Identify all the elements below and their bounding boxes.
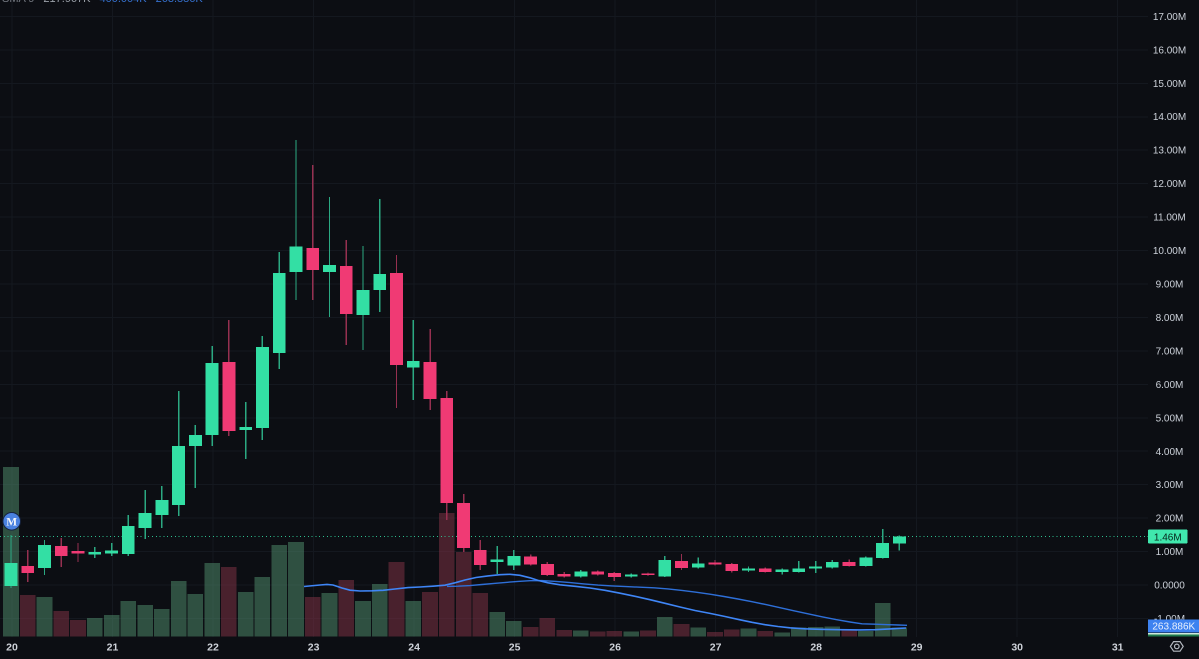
svg-text:8.00M: 8.00M: [1156, 313, 1184, 324]
svg-text:12.00M: 12.00M: [1153, 179, 1186, 190]
svg-text:26: 26: [609, 642, 621, 654]
svg-text:2.00M: 2.00M: [1156, 514, 1184, 525]
svg-text:31: 31: [1112, 642, 1124, 654]
svg-text:24: 24: [408, 642, 420, 654]
svg-text:1.46M: 1.46M: [1154, 533, 1182, 544]
svg-text:11.00M: 11.00M: [1153, 213, 1186, 224]
svg-text:9.00M: 9.00M: [1156, 280, 1184, 291]
svg-text:28: 28: [810, 642, 822, 654]
svg-text:6.00M: 6.00M: [1156, 380, 1184, 391]
svg-text:263.886K: 263.886K: [1152, 622, 1195, 633]
svg-text:17.00M: 17.00M: [1153, 12, 1186, 23]
svg-text:7.00M: 7.00M: [1156, 346, 1184, 357]
svg-text:14.00M: 14.00M: [1153, 112, 1186, 123]
svg-text:5.00M: 5.00M: [1156, 413, 1184, 424]
svg-text:13.00M: 13.00M: [1153, 146, 1186, 157]
svg-text:3.00M: 3.00M: [1156, 480, 1184, 491]
svg-text:M: M: [6, 516, 17, 528]
svg-text:1.00M: 1.00M: [1156, 547, 1184, 558]
svg-text:25: 25: [509, 642, 521, 654]
svg-text:4.00M: 4.00M: [1156, 447, 1184, 458]
svg-text:0.0000: 0.0000: [1154, 581, 1185, 592]
svg-text:15.00M: 15.00M: [1153, 79, 1186, 90]
svg-text:10.00M: 10.00M: [1153, 246, 1186, 257]
svg-text:16.00M: 16.00M: [1153, 45, 1186, 56]
svg-text:21: 21: [107, 642, 119, 654]
svg-text:27: 27: [710, 642, 722, 654]
svg-text:29: 29: [911, 642, 923, 654]
svg-text:22: 22: [207, 642, 219, 654]
svg-text:20: 20: [6, 642, 18, 654]
svg-text:30: 30: [1011, 642, 1023, 654]
svg-text:23: 23: [308, 642, 320, 654]
